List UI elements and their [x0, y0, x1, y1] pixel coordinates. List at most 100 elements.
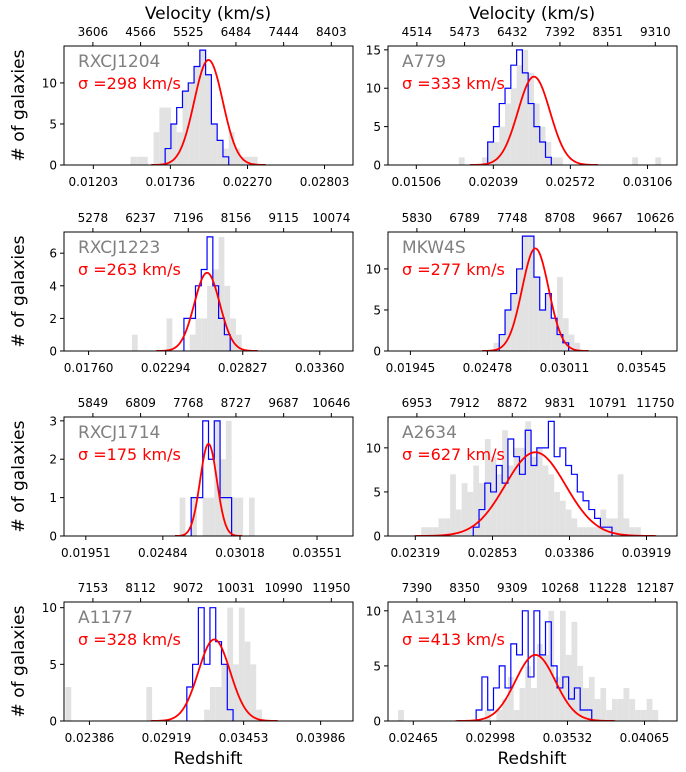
- histogram-bar-all: [655, 157, 662, 165]
- histogram-bar-all: [551, 157, 558, 165]
- histogram-bar-all: [536, 447, 543, 536]
- histogram-bar-all: [487, 141, 494, 165]
- histogram-bar-all: [208, 497, 215, 536]
- x-tick-label: 0.02853: [468, 546, 518, 560]
- x-tick-label: 0.03018: [215, 546, 265, 560]
- histogram-step-members: [472, 420, 613, 536]
- histogram-bar-all: [571, 621, 578, 721]
- histogram-bar-all: [438, 518, 445, 536]
- histogram-bar-all: [165, 107, 171, 165]
- top-tick-label: 6809: [125, 396, 156, 410]
- histogram-bar-all: [146, 687, 153, 721]
- y-tick-label: 5: [373, 485, 381, 499]
- histogram-bar-all: [635, 527, 641, 536]
- histogram-bar-all: [525, 421, 532, 536]
- top-tick-label: 10268: [541, 581, 579, 595]
- histogram-bar-all: [531, 687, 537, 721]
- top-tick-label: 8351: [592, 25, 623, 39]
- histogram-bar-all: [194, 66, 200, 165]
- top-tick-label: 9309: [497, 581, 528, 595]
- top-tick-label: 9831: [545, 396, 576, 410]
- top-tick-label: 6953: [402, 396, 433, 410]
- top-tick-label: 9072: [173, 581, 204, 595]
- histogram-bar-all: [632, 157, 638, 165]
- top-tick-label: 8403: [316, 25, 347, 39]
- top-tick-label: 6432: [497, 25, 528, 39]
- x-tick-label: 0.01951: [61, 546, 111, 560]
- gaussian-fit-line: [151, 59, 266, 165]
- x-tick-label: 0.02386: [65, 731, 115, 745]
- histogram-step-members: [475, 610, 593, 721]
- x-tick-label: 0.03551: [292, 546, 342, 560]
- top-tick-label: 3606: [78, 25, 109, 39]
- panel-mkw4s: 0.01945 0.02478 0.03011 0.03545 5830 6789 7748…: [366, 211, 678, 375]
- histogram-bar-all: [499, 334, 506, 351]
- sigma-label: σ =333 km/s: [402, 74, 505, 93]
- histogram-bar-all: [221, 664, 228, 721]
- histogram-bar-all: [629, 698, 636, 721]
- y-tick-label: 10: [366, 604, 381, 618]
- x-tick-label: 0.03986: [296, 731, 346, 745]
- y-axis-label: # of galaxies: [9, 420, 29, 532]
- histogram-bar-all: [199, 50, 206, 165]
- histogram-bar-all: [432, 527, 439, 536]
- top-tick-label: 5830: [402, 211, 433, 225]
- cluster-name-label: A1177: [78, 608, 133, 628]
- histogram-bar-all: [574, 342, 581, 351]
- histogram-bar-all: [444, 518, 451, 536]
- x-tick-label: 0.02803: [300, 175, 350, 189]
- y-tick-label: 0: [373, 715, 381, 729]
- histogram-bar-all: [606, 709, 612, 721]
- y-tick-label: 5: [373, 659, 381, 673]
- histogram-bar-all: [516, 65, 523, 165]
- x-tick-label: 0.03545: [617, 361, 667, 375]
- histogram-bar-all: [461, 483, 468, 536]
- histogram-bar-all: [484, 439, 491, 536]
- axes-frame: [387, 45, 678, 166]
- y-axis-label: # of galaxies: [9, 605, 29, 717]
- top-tick-label: 6237: [125, 211, 156, 225]
- axes-frame: [387, 601, 678, 722]
- cluster-name-label: A779: [402, 52, 446, 72]
- y-tick-label: 15: [366, 43, 381, 57]
- histogram-bar-all: [505, 103, 511, 165]
- x-tick-label: 0.01760: [64, 361, 114, 375]
- histogram-bar-all: [496, 709, 503, 721]
- axes-frame: [63, 45, 354, 166]
- top-tick-label: 9115: [268, 211, 299, 225]
- histogram-bar-all: [496, 474, 503, 536]
- histogram-bar-all: [652, 709, 659, 721]
- plot-area: [414, 420, 657, 536]
- histogram-bar-all: [588, 676, 595, 721]
- cluster-name-label: RXCJ1223: [78, 238, 160, 258]
- x-tick-label: 0.03011: [540, 361, 590, 375]
- cluster-name-label: RXCJ1714: [78, 423, 160, 443]
- sigma-label: σ =298 km/s: [78, 74, 181, 93]
- histogram-bar-all: [513, 709, 520, 721]
- histogram-bar-all: [545, 293, 552, 351]
- top-tick-label: 7392: [545, 25, 576, 39]
- axes-frame: [63, 231, 354, 352]
- histogram-bar-all: [557, 157, 563, 165]
- top-tick-label: 10031: [217, 581, 255, 595]
- histogram-bar-all: [233, 664, 239, 721]
- histogram-bar-all: [513, 447, 520, 536]
- x-tick-label: 0.02572: [546, 175, 596, 189]
- top-tick-label: 10990: [265, 581, 303, 595]
- y-tick-label: 10: [42, 76, 57, 90]
- histogram-bar-all: [211, 123, 218, 165]
- gaussian-fit-line: [150, 638, 278, 721]
- y-tick-label: 3: [49, 414, 57, 428]
- histogram-bar-all: [159, 107, 166, 165]
- bottom-axis-label-right: Redshift: [497, 749, 566, 769]
- histogram-bar-all: [600, 509, 607, 536]
- sigma-label: σ =413 km/s: [402, 630, 505, 649]
- x-tick-label: 0.02478: [463, 361, 513, 375]
- top-tick-label: 4514: [402, 25, 433, 39]
- histogram-bar-all: [533, 277, 540, 351]
- histogram-bar-all: [568, 334, 575, 351]
- x-tick-label: 0.04065: [620, 731, 670, 745]
- top-tick-label: 8872: [497, 396, 528, 410]
- histogram-bar-all: [588, 527, 595, 536]
